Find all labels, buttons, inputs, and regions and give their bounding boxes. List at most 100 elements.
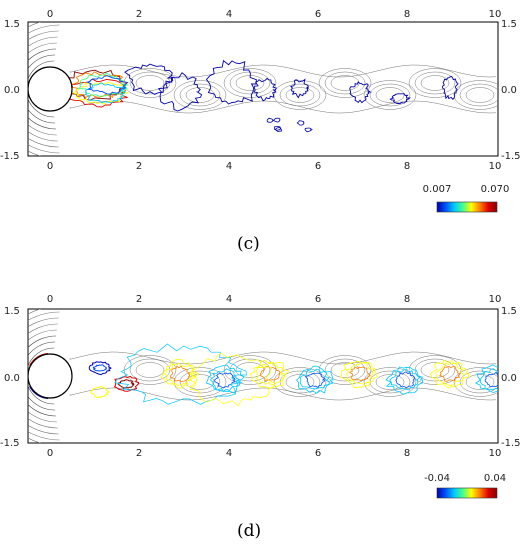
- vorticity-contour: [272, 117, 281, 123]
- xtick-bottom: 2: [136, 161, 142, 172]
- vorticity-contour: [86, 75, 127, 95]
- ytick-left: 1.5: [4, 19, 20, 30]
- streamline: [123, 68, 177, 98]
- streamline: [28, 309, 42, 443]
- caption-c: (c): [237, 234, 260, 254]
- xtick-bottom: 8: [404, 161, 410, 172]
- streamline: [28, 42, 57, 136]
- streamline: [324, 71, 366, 95]
- streamline: [28, 60, 55, 118]
- streamline: [375, 374, 405, 390]
- streamline: [465, 87, 495, 103]
- streamline: [285, 374, 315, 390]
- streamline: [223, 68, 277, 98]
- colorbar-min-label: -0.04: [424, 473, 450, 484]
- streamline: [28, 323, 58, 429]
- ytick-left: -1.5: [0, 438, 20, 449]
- streamline: [363, 367, 417, 397]
- pressure-contour: [90, 385, 111, 398]
- pressure-contour: [249, 359, 290, 389]
- streamline: [273, 367, 327, 397]
- streamline: [129, 71, 171, 95]
- streamline: [420, 362, 450, 378]
- xtick-bottom: 0: [47, 161, 53, 172]
- xtick-top: 8: [404, 294, 410, 305]
- streamline: [28, 335, 57, 417]
- streamline: [363, 80, 417, 110]
- vorticity-contour: [389, 93, 411, 105]
- streamline: [324, 358, 366, 382]
- xtick-top: 6: [315, 294, 321, 305]
- streamline: [28, 30, 59, 148]
- streamline: [28, 311, 60, 441]
- colorbar: [436, 201, 498, 213]
- streamline: [135, 75, 165, 91]
- streamline: [459, 370, 498, 394]
- vorticity-contour: [77, 72, 129, 97]
- ytick-right: 0.0: [501, 85, 517, 96]
- cylinder: [28, 353, 73, 399]
- pressure-contour: [439, 365, 461, 382]
- ytick-right: -1.5: [501, 151, 521, 162]
- streamline: [28, 54, 56, 124]
- streamline: [173, 80, 227, 110]
- pressure-contour: [304, 372, 326, 389]
- streamline: [185, 87, 215, 103]
- ytick-left: 1.5: [4, 306, 20, 317]
- xtick-top: 8: [404, 9, 410, 20]
- streamline: [375, 87, 405, 103]
- vorticity-contour: [253, 77, 277, 102]
- vorticity-contour: [442, 75, 459, 100]
- pressure-contour: [435, 362, 464, 386]
- pressure-contour: [188, 352, 276, 407]
- xtick-bottom: 10: [489, 161, 502, 172]
- pressure-contour: [346, 362, 375, 385]
- ytick-left: 0.0: [4, 85, 20, 96]
- vorticity-contour: [157, 72, 203, 112]
- vorticity-contour: [68, 71, 125, 99]
- vorticity-contour: [296, 120, 305, 126]
- pressure-contour: [164, 362, 196, 386]
- pressure-contour: [205, 364, 245, 394]
- streamline: [279, 83, 321, 107]
- vorticity-contour: [72, 81, 129, 105]
- colorbar-min-label: 0.007: [423, 184, 452, 195]
- pressure-contour: [484, 371, 498, 388]
- streamline: [135, 362, 165, 378]
- pressure-contour: [88, 361, 112, 376]
- ytick-right: 0.0: [501, 373, 517, 384]
- vorticity-contour: [275, 126, 283, 132]
- streamline: [453, 80, 498, 110]
- streamline: [28, 24, 60, 154]
- vorticity-contour: [124, 63, 174, 95]
- ytick-right: -1.5: [501, 438, 521, 449]
- streamlines: [28, 22, 498, 156]
- pressure-contour: [395, 371, 416, 389]
- pressure-contour: [255, 362, 286, 386]
- xtick-top: 2: [136, 294, 142, 305]
- xtick-bottom: 0: [47, 448, 53, 459]
- xtick-bottom: 2: [136, 448, 142, 459]
- streamline: [28, 341, 56, 411]
- plot-frame: [27, 308, 499, 444]
- colorbar: [436, 487, 498, 499]
- xtick-top: 0: [47, 9, 53, 20]
- streamline: [185, 374, 215, 390]
- pressure-contour: [160, 358, 200, 389]
- ytick-left: 0.0: [4, 373, 20, 384]
- streamline: [459, 83, 498, 107]
- vorticity-contour: [205, 59, 257, 105]
- vorticity-contour: [290, 78, 310, 99]
- xtick-bottom: 6: [315, 161, 321, 172]
- streamline: [273, 80, 327, 110]
- vorticity-contour: [304, 127, 313, 133]
- streamline: [129, 358, 171, 382]
- streamline: [420, 75, 450, 91]
- xtick-top: 10: [489, 294, 502, 305]
- pressure-contour: [429, 359, 470, 389]
- pressure-contour: [385, 366, 424, 395]
- panel-d-plot: 0 2 4 6 8 10 1.5 0.0 -1.5 1.5 0.0 -1.5 0…: [0, 294, 521, 541]
- pressure-contour: [474, 364, 498, 394]
- pressure-contour: [296, 365, 335, 394]
